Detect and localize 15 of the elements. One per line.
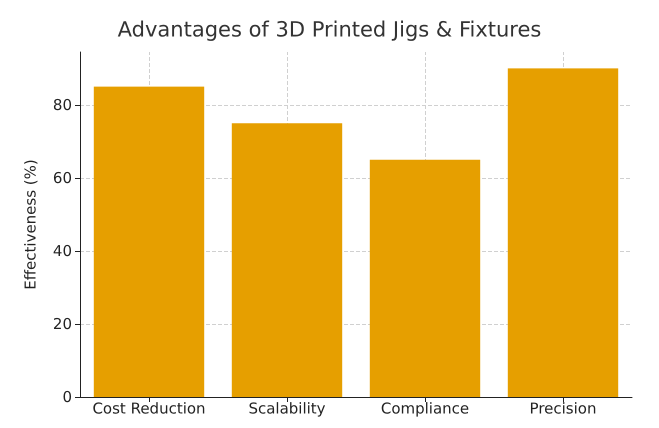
bar [232, 123, 342, 397]
x-tick-label: Cost Reduction [92, 400, 206, 418]
x-tick-label: Compliance [380, 400, 470, 418]
y-tick-label: 40 [52, 242, 72, 260]
bar [370, 160, 480, 397]
y-tick-label: 80 [52, 96, 72, 114]
x-tick-label: Scalability [248, 400, 326, 418]
y-tick-label: 60 [52, 168, 72, 187]
chart-title: Advantages of 3D Printed Jigs & Fixtures [118, 18, 542, 42]
x-tick-label: Precision [530, 400, 596, 418]
y-tick-label: 0 [62, 388, 72, 406]
bar [94, 86, 204, 397]
y-tick-label: 20 [52, 314, 72, 333]
y-axis-title: Effectiveness (%) [22, 159, 40, 290]
bar [508, 68, 618, 397]
